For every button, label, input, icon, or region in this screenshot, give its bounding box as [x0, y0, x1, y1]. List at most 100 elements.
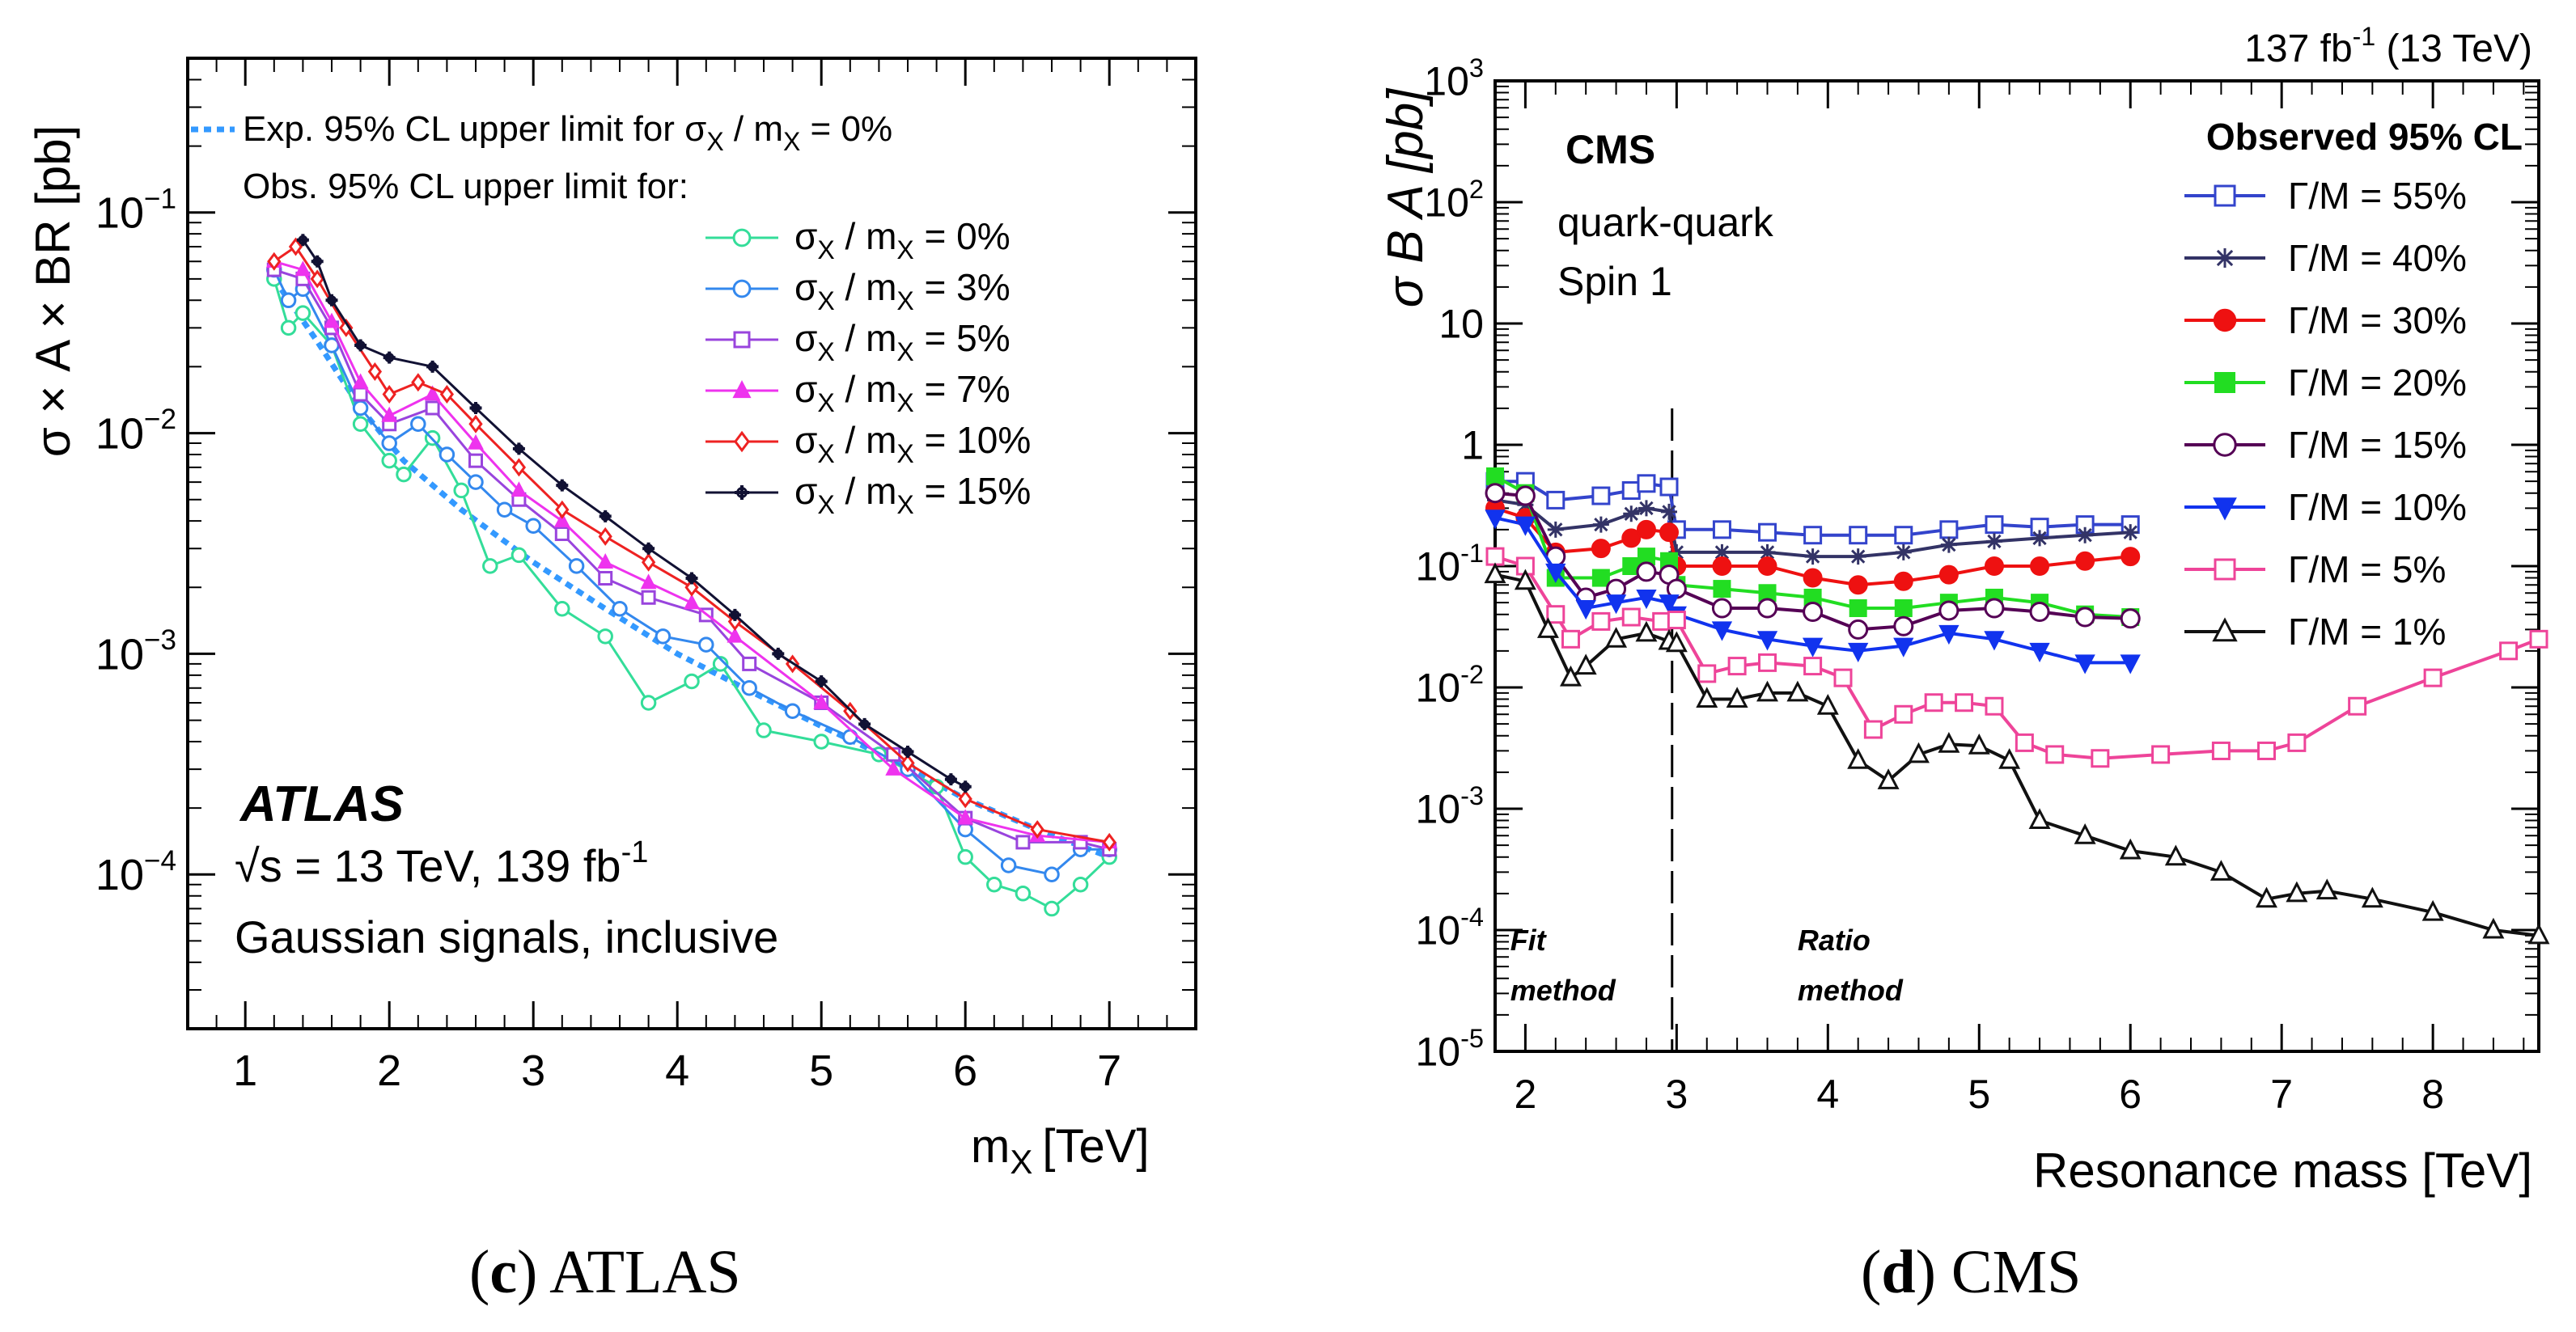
series-5: [296, 234, 972, 793]
data-point: [555, 500, 570, 519]
data-point: [885, 759, 902, 776]
data-point: [813, 734, 829, 750]
data-point: [2482, 917, 2505, 939]
data-point: [1559, 665, 1582, 687]
atlas-legend-label: σX / mX = 15%: [794, 470, 1031, 519]
data-point: [957, 848, 973, 865]
data-point: [756, 722, 772, 738]
data-point: [1485, 510, 1506, 530]
data-point: [1605, 594, 1627, 615]
data-point: [554, 526, 570, 541]
data-point: [568, 558, 585, 574]
data-point: [2529, 629, 2548, 649]
data-point: [612, 600, 628, 617]
x-tick-label: 3: [1665, 1072, 1688, 1117]
data-point: [1758, 522, 1777, 542]
data-point: [741, 679, 757, 696]
series-2: [1485, 498, 2141, 595]
atlas-x-axis-label: mX [TeV]: [971, 1120, 1150, 1181]
data-point: [1938, 565, 1959, 585]
atlas-y-axis-label: σ × A × BR [pb]: [26, 125, 80, 458]
data-point: [1759, 543, 1776, 560]
y-tick-label: 102: [1424, 175, 1484, 226]
data-point: [1636, 519, 1656, 539]
data-point: [324, 312, 340, 328]
data-point: [1102, 832, 1116, 852]
data-point: [1015, 835, 1031, 850]
data-point: [742, 656, 757, 671]
data-point: [453, 482, 469, 499]
atlas-series-group: [265, 234, 1118, 917]
atlas-legend-expected: Exp. 95% CL upper limit for σX / mX = 0%: [243, 109, 892, 156]
series-7: [1484, 562, 2550, 945]
data-point: [2077, 526, 2094, 543]
series-4: [267, 237, 1116, 852]
cms-method-annotation: method: [1510, 974, 1616, 1007]
atlas-energy-label: √s = 13 TeV, 139 fb-1: [235, 835, 648, 891]
series-5: [1485, 510, 2141, 674]
data-point: [1727, 657, 1747, 676]
data-point: [712, 656, 729, 672]
data-point: [1484, 562, 1506, 584]
atlas-x-tick-labels: 1 2 3 4 5 6 7: [233, 1047, 1121, 1095]
data-point: [1833, 668, 1853, 687]
y-tick-label: 10−2: [95, 404, 176, 458]
data-point: [2120, 654, 2141, 674]
data-point: [1030, 820, 1044, 839]
y-tick-label: 10-4: [1415, 903, 1484, 954]
data-point: [267, 252, 282, 271]
y-tick-label: 10-2: [1415, 660, 1484, 711]
data-point: [1894, 704, 1913, 724]
y-tick-label: 103: [1424, 53, 1484, 104]
data-point: [2015, 733, 2034, 752]
legend-swatch-marker: [733, 331, 751, 349]
data-point: [900, 753, 915, 772]
data-point: [1863, 720, 1883, 739]
data-point: [1848, 642, 1869, 663]
data-point: [1044, 900, 1060, 917]
data-point: [425, 400, 440, 416]
x-tick-label: 1: [233, 1047, 257, 1095]
data-point: [1545, 563, 1566, 584]
data-point: [2164, 844, 2187, 866]
data-point: [598, 570, 613, 586]
atlas-legend: σX / mX = 0%σX / mX = 3%σX / mX = 5%σX /…: [705, 215, 1031, 519]
legend-swatch-marker: [2215, 248, 2235, 268]
data-point: [957, 809, 974, 825]
data-point: [684, 577, 699, 597]
data-point: [1757, 556, 1777, 576]
data-point: [1636, 561, 1657, 582]
data-point: [1758, 653, 1777, 672]
data-point: [784, 703, 801, 720]
expected-limit-line: [271, 277, 1111, 860]
data-point: [1635, 620, 1658, 642]
data-point: [598, 526, 612, 546]
data-point: [1848, 575, 1868, 595]
cms-legend-entry: Γ/M = 10%: [2184, 486, 2467, 528]
x-tick-label: 6: [953, 1047, 977, 1095]
y-tick-label: 10: [1438, 302, 1484, 347]
data-point: [1893, 637, 1914, 658]
cms-legend-entry: Γ/M = 30%: [2184, 299, 2467, 341]
data-point: [2287, 733, 2307, 752]
series-4: [1485, 483, 2141, 640]
cms-legend-label: Γ/M = 40%: [2288, 237, 2467, 279]
data-point: [2029, 602, 2050, 623]
data-point: [2255, 886, 2277, 908]
data-point: [1515, 516, 1536, 536]
legend-swatch-marker: [2213, 497, 2237, 521]
data-point: [280, 319, 297, 336]
cms-logo: CMS: [1566, 127, 1655, 172]
data-point: [1955, 693, 1974, 713]
data-point: [2119, 838, 2142, 860]
x-tick-label: 2: [377, 1047, 401, 1095]
data-point: [424, 385, 441, 401]
legend-swatch-marker: [2214, 558, 2236, 581]
atlas-legend-label: σX / mX = 5%: [794, 317, 1010, 366]
series-0: [266, 271, 1117, 917]
data-point: [2348, 696, 2367, 716]
data-point: [1561, 629, 1580, 649]
x-tick-label: 6: [2119, 1072, 2142, 1117]
